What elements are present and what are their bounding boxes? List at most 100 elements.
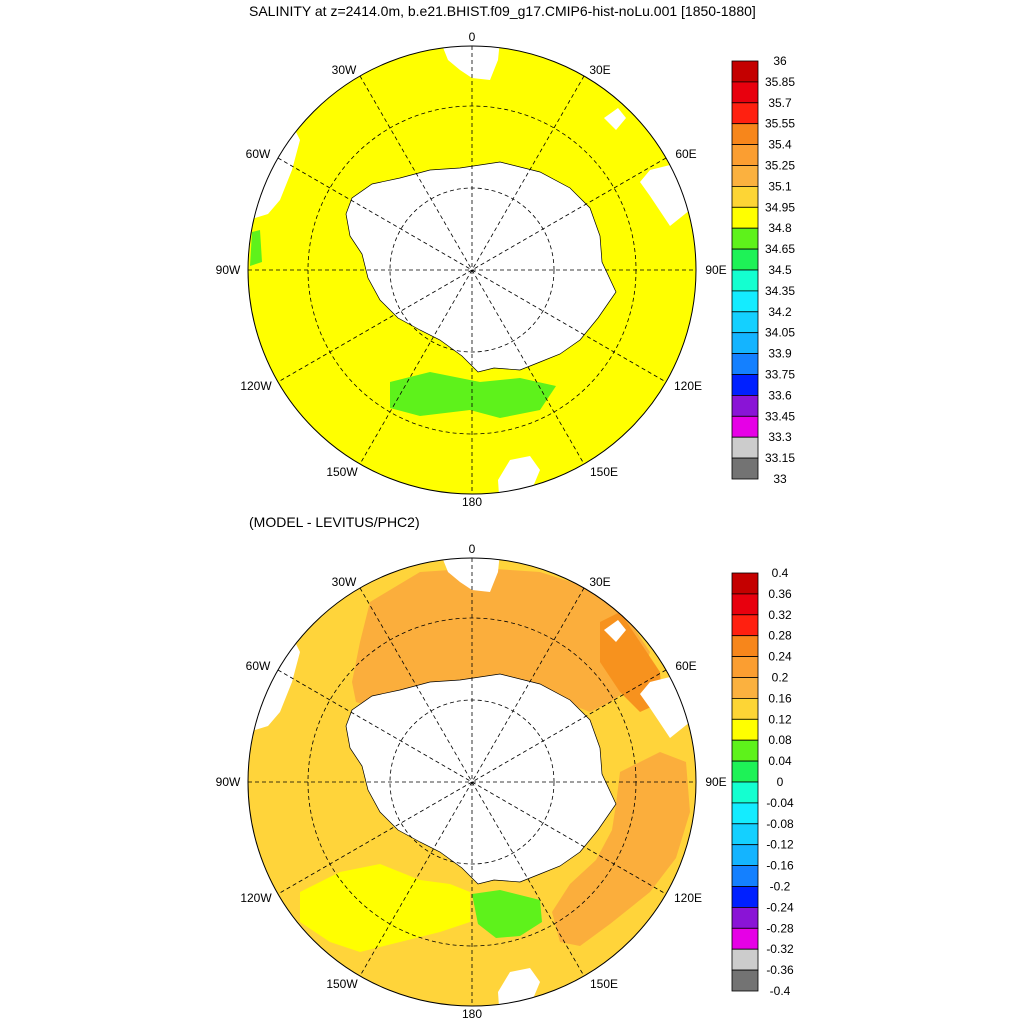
colorbar-swatch <box>731 635 759 657</box>
lon-label-90e: 90E <box>705 263 726 277</box>
lon-label-180: 180 <box>462 495 482 509</box>
antarctica-coastline <box>345 673 617 885</box>
colorbar-swatch <box>731 718 759 741</box>
colorbar-tick-label: -0.2 <box>770 880 791 894</box>
colorbar-tick-label: 36 <box>773 54 787 68</box>
colorbar-tick-label: 33.6 <box>768 388 792 402</box>
colorbar-tick-label: 35.4 <box>768 138 792 152</box>
colorbar-swatch <box>731 457 759 480</box>
antarctica-land <box>346 162 616 372</box>
lon-label-90w: 90W <box>216 263 241 277</box>
lon-label-60w: 60W <box>246 659 271 673</box>
colorbar-tick-label: -0.28 <box>766 921 794 935</box>
low-salinity-patch <box>390 372 556 418</box>
colorbar-swatch <box>731 802 759 825</box>
colorbar-swatch <box>731 656 759 678</box>
colorbar-swatch <box>731 614 759 637</box>
colorbar-tick-label: 0.32 <box>768 608 792 622</box>
lon-label-150w: 150W <box>326 465 358 479</box>
colorbar-swatch <box>731 865 759 887</box>
colorbar-swatch <box>731 886 759 908</box>
colorbar-swatch <box>731 227 759 250</box>
lon-label-30w: 30W <box>332 575 357 589</box>
colorbar-swatch <box>731 572 759 595</box>
lon-label-150w: 150W <box>326 977 358 991</box>
low-salinity-patch <box>250 230 262 266</box>
colorbar-tick-label: 0 <box>777 775 784 789</box>
positive-anomaly-region <box>552 752 690 946</box>
salinity-map-panel: 0 30E 60E 90E 120E 150E 180 150W 120W 90… <box>216 30 796 509</box>
colorbar-swatch <box>731 102 759 125</box>
lon-label-30e: 30E <box>589 575 610 589</box>
lon-label-30e: 30E <box>589 63 610 77</box>
colorbar-tick-label: -0.4 <box>770 984 791 998</box>
colorbar-swatch <box>731 948 759 971</box>
lon-label-60e: 60E <box>675 147 696 161</box>
colorbar-tick-label: -0.12 <box>766 838 794 852</box>
colorbar-tick-label: 35.1 <box>768 179 792 193</box>
colorbar-tick-label: -0.16 <box>766 859 794 873</box>
colorbar-tick-label: -0.24 <box>766 900 794 914</box>
colorbar-swatch <box>731 269 759 292</box>
lon-label-120e: 120E <box>674 891 702 905</box>
colorbar-tick-label: 33.75 <box>765 368 795 382</box>
colorbar-swatch <box>731 394 759 417</box>
map-boundary <box>247 45 697 495</box>
lon-label-60w: 60W <box>246 147 271 161</box>
colorbar-swatch <box>731 248 759 271</box>
colorbar-tick-label: 34.5 <box>768 263 792 277</box>
colorbar-swatch <box>731 311 759 334</box>
lon-label-90e: 90E <box>705 775 726 789</box>
colorbar-swatch <box>731 906 759 929</box>
graticule <box>248 46 696 494</box>
lon-label-150e: 150E <box>590 465 618 479</box>
colorbar-tick-label: -0.04 <box>766 796 794 810</box>
lon-label-60e: 60E <box>675 659 696 673</box>
colorbar-swatch <box>731 206 759 229</box>
island-land <box>604 620 626 642</box>
lon-label-90w: 90W <box>216 775 241 789</box>
antarctica-land <box>346 674 616 884</box>
colorbar-swatch <box>731 81 759 104</box>
colorbar-swatch <box>731 144 759 166</box>
colorbar-swatch <box>731 374 759 396</box>
colorbar-swatch <box>731 185 759 208</box>
colorbar-tick-label: 34.35 <box>765 284 795 298</box>
colorbar-swatch <box>731 123 759 145</box>
colorbar-tick-label: 33.45 <box>765 409 795 423</box>
colorbar-tick-label: 34.2 <box>768 305 792 319</box>
colorbar-swatch <box>731 436 759 459</box>
colorbar-tick-label: 0.36 <box>768 587 792 601</box>
positive-anomaly-region <box>352 568 650 712</box>
map-fill-group <box>248 558 696 1006</box>
salinity-colorbar: 36 35.85 35.7 35.55 35.4 35.25 35.1 34.95 34.8 34… <box>731 54 795 486</box>
colorbar-swatch <box>731 927 759 950</box>
lon-label-120w: 120W <box>240 891 272 905</box>
colorbar-tick-label: 34.8 <box>768 221 792 235</box>
low-anomaly-region <box>300 864 470 952</box>
map-fill-group <box>248 46 696 494</box>
lon-label-150e: 150E <box>590 977 618 991</box>
difference-map-panel: 0 30E 60E 90E 120E 150E 180 150W 120W 90… <box>216 542 794 1021</box>
colorbar-tick-label: 33.9 <box>768 347 792 361</box>
colorbar-swatch <box>731 760 759 783</box>
map-title: SALINITY at z=2414.0m, b.e21.BHIST.f09_g… <box>249 3 756 19</box>
new-zealand-land <box>498 456 540 494</box>
colorbar-swatch <box>731 677 759 699</box>
graticule <box>248 558 696 1006</box>
colorbar-tick-label: -0.32 <box>766 942 794 956</box>
colorbar-swatch <box>731 165 759 187</box>
colorbar-tick-label: 0.08 <box>768 733 792 747</box>
colorbar-tick-label: 33.3 <box>768 430 792 444</box>
colorbar-swatch <box>731 593 759 616</box>
colorbar-tick-label: 0.04 <box>768 754 792 768</box>
colorbar-tick-label: 0.24 <box>768 650 792 664</box>
colorbar-tick-label: 35.7 <box>768 96 792 110</box>
lon-label-120w: 120W <box>240 379 272 393</box>
lon-label-120e: 120E <box>674 379 702 393</box>
colorbar-tick-label: 0.16 <box>768 691 792 705</box>
colorbar-tick-label: 34.95 <box>765 200 795 214</box>
lon-label-0: 0 <box>469 30 476 44</box>
colorbar-tick-label: 0.28 <box>768 629 792 643</box>
island-land <box>604 108 626 130</box>
